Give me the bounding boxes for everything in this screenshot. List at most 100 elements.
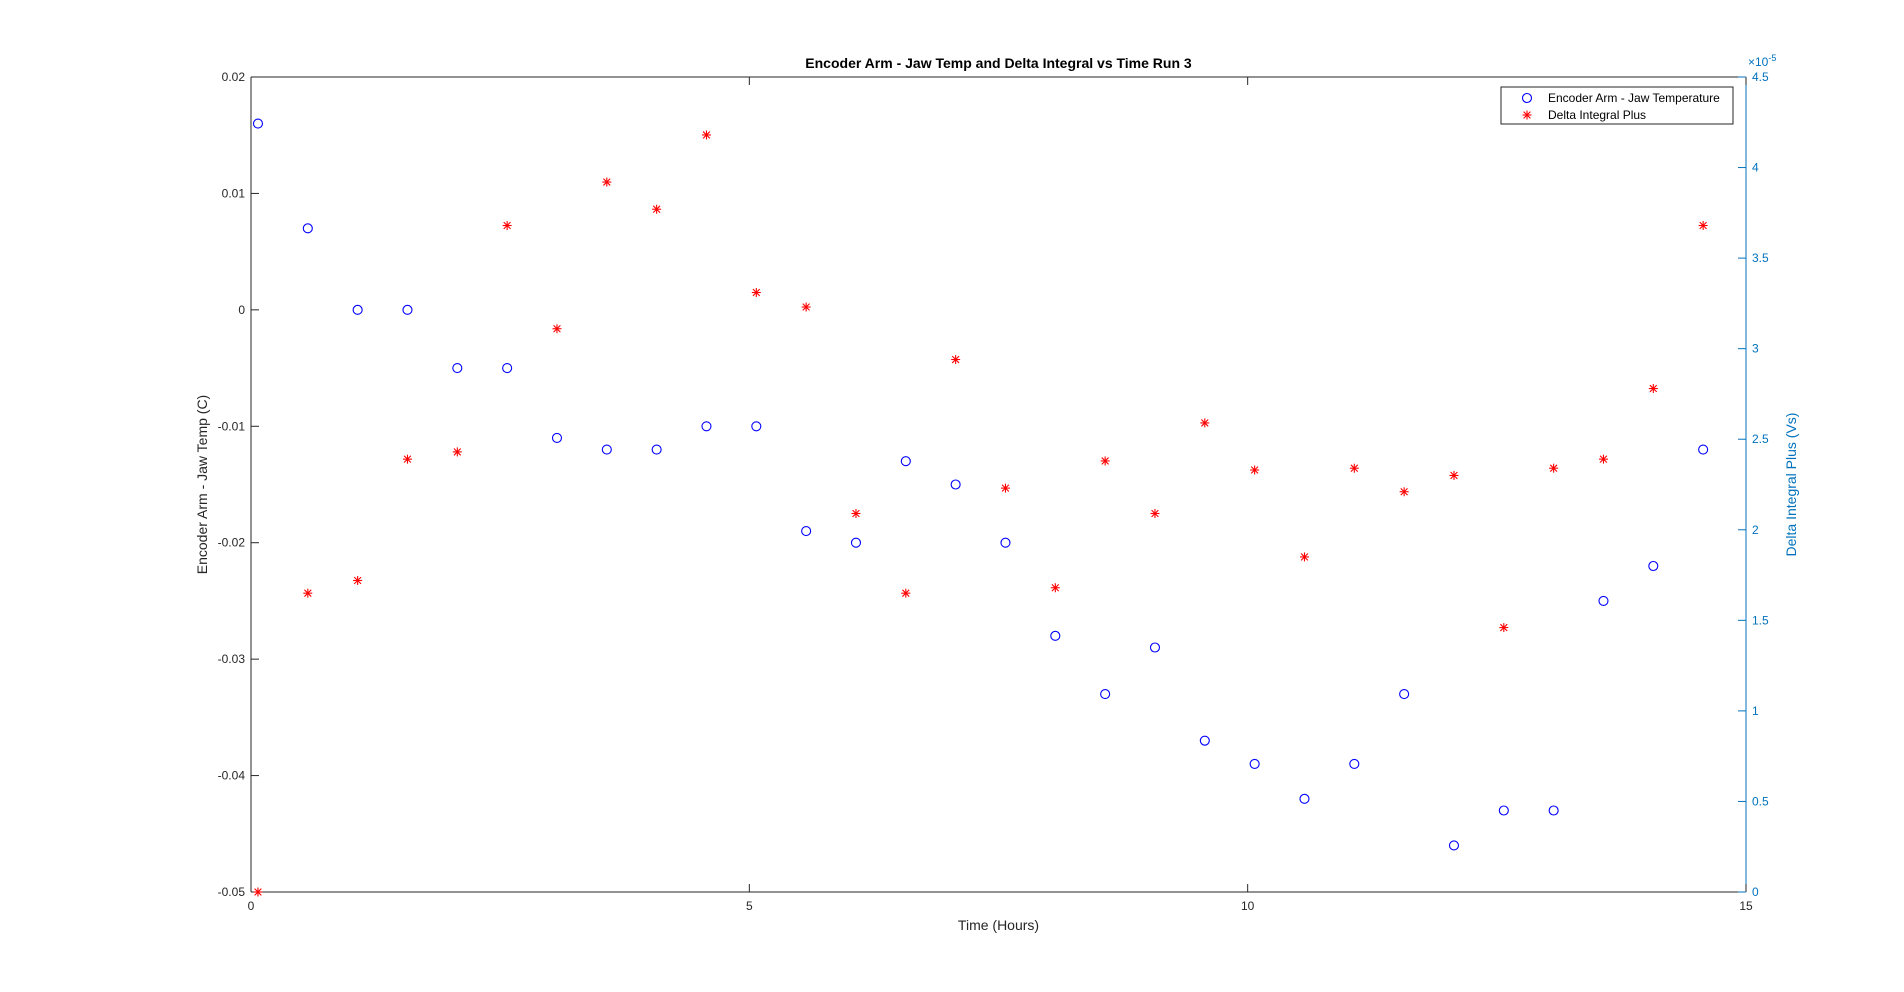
temp-point (1149, 642, 1161, 653)
x-tick-label: 0 (248, 899, 255, 913)
delta-point (1250, 465, 1260, 475)
delta-point (452, 447, 462, 457)
temp-point (1100, 689, 1111, 700)
series-delta-integral (253, 130, 1708, 897)
temp-point (1249, 758, 1260, 769)
y-left-tick-label: 0.01 (222, 186, 246, 200)
temp-point (551, 432, 563, 443)
delta-point (552, 324, 562, 334)
series-encoder-temperature (252, 118, 1709, 851)
right-axis-exponent: ×10-5 (1748, 53, 1776, 69)
delta-point (1449, 470, 1459, 480)
delta-point (951, 355, 961, 365)
temp-point (751, 421, 762, 432)
legend-star-marker (1522, 110, 1532, 120)
y-left-axis-label: Encoder Arm - Jaw Temp (C) (194, 395, 210, 574)
temp-point (701, 421, 712, 432)
temp-point (1698, 444, 1709, 455)
legend-marker-circle (1521, 92, 1533, 104)
y-left-tick-label: -0.02 (218, 536, 246, 550)
temp-point (1548, 805, 1559, 816)
y-left-tick-label: -0.04 (218, 769, 246, 783)
y-left-tick-label: 0.02 (222, 70, 246, 84)
y-left-tick-label: -0.05 (218, 885, 246, 899)
temp-point (352, 304, 363, 315)
temp-point (1000, 537, 1011, 548)
delta-point (602, 177, 612, 187)
y-right-axis-label: Delta Integral Plus (Vs) (1783, 413, 1799, 557)
temp-point (402, 304, 413, 315)
legend-circle-marker (1521, 92, 1533, 104)
temp-point (252, 118, 264, 129)
temp-point (900, 456, 911, 467)
delta-point (1598, 454, 1608, 464)
delta-point (1050, 583, 1060, 593)
y-left-ticks: 0.02 0.01 0 -0.01 -0.02 -0.03 -0.04 -0.05 (218, 70, 259, 899)
delta-point (701, 130, 711, 140)
y-right-tick-label: 0.5 (1752, 794, 1769, 808)
delta-point (402, 454, 412, 464)
x-ticks: 0 5 10 15 (248, 77, 1753, 913)
y-right-tick-label: 2 (1752, 523, 1759, 537)
delta-point (1349, 463, 1359, 473)
temp-point (1199, 735, 1210, 746)
temp-point (452, 363, 463, 374)
delta-point (1648, 384, 1658, 394)
delta-point (253, 887, 263, 897)
temp-point (950, 479, 961, 490)
y-left-tick-label: -0.03 (218, 652, 246, 666)
delta-point (1100, 456, 1110, 466)
delta-point (851, 508, 861, 518)
delta-point (1299, 552, 1309, 562)
x-axis-label: Time (Hours) (958, 917, 1039, 933)
delta-point (1150, 508, 1160, 518)
legend-marker-star (1522, 110, 1532, 120)
y-right-tick-label: 2.5 (1752, 432, 1769, 446)
right-axis-exponent-power: -5 (1768, 53, 1776, 63)
temp-point (651, 444, 662, 455)
delta-point (801, 302, 811, 312)
legend-box (1500, 86, 1734, 125)
legend: Encoder Arm - Jaw Temperature Delta Inte… (1500, 86, 1734, 125)
delta-point (353, 575, 363, 585)
y-right-tick-label: 1.5 (1752, 613, 1769, 627)
delta-point (502, 221, 512, 231)
delta-point (652, 204, 662, 214)
delta-point (1499, 623, 1509, 633)
right-axis-exponent-base: ×10 (1748, 55, 1769, 69)
temp-point (850, 537, 862, 548)
y-right-tick-label: 3.5 (1752, 251, 1769, 265)
legend-label-temperature: Encoder Arm - Jaw Temperature (1548, 91, 1720, 105)
delta-point (1000, 483, 1010, 493)
x-tick-label: 5 (746, 899, 753, 913)
y-left-tick-label: 0 (238, 303, 245, 317)
y-right-tick-label: 1 (1752, 704, 1759, 718)
x-tick-label: 10 (1241, 899, 1255, 913)
y-right-tick-label: 4.5 (1752, 70, 1769, 84)
delta-point (1399, 487, 1409, 497)
temp-point (1448, 840, 1460, 851)
delta-point (1549, 463, 1559, 473)
temp-point (1598, 595, 1609, 606)
temp-point (302, 223, 313, 234)
temp-point (601, 444, 612, 455)
temp-point (1349, 758, 1360, 769)
delta-point (751, 288, 761, 298)
temp-point (801, 526, 812, 537)
temp-point (1050, 630, 1061, 641)
chart-title: Encoder Arm - Jaw Temp and Delta Integra… (805, 55, 1192, 71)
temp-point (502, 363, 513, 374)
delta-point (303, 588, 313, 598)
temp-point (1648, 560, 1659, 572)
plot-area (251, 77, 1746, 892)
y-right-tick-label: 4 (1752, 161, 1759, 175)
y-left-tick-label: -0.01 (218, 419, 246, 433)
y-right-ticks: 4.5 4 3.5 3 2.5 2 1.5 1 0.5 0 (1738, 70, 1769, 899)
legend-label-delta: Delta Integral Plus (1548, 108, 1646, 122)
delta-point (1200, 418, 1210, 428)
x-tick-label: 15 (1739, 899, 1753, 913)
temp-point (1399, 689, 1410, 700)
delta-point (901, 588, 911, 598)
